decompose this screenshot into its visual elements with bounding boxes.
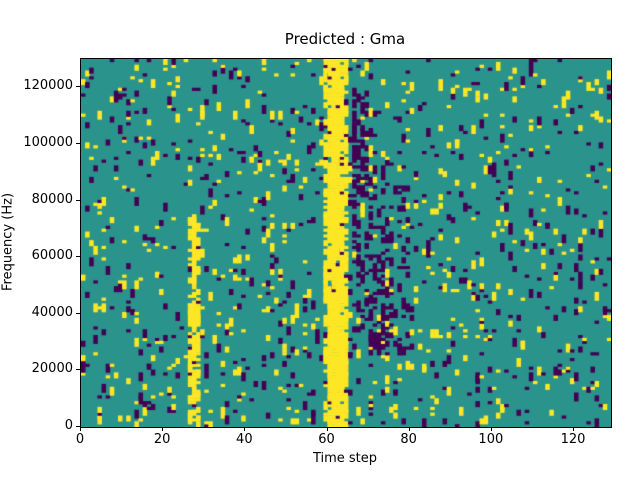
y-tick-label: 100000 <box>23 134 73 150</box>
y-tick-label: 80000 <box>31 191 73 207</box>
y-tick-label: 20000 <box>31 361 73 377</box>
plot-area <box>80 58 612 428</box>
x-tick-mark <box>490 427 492 431</box>
x-tick-label: 80 <box>400 432 417 447</box>
y-tick-mark <box>76 369 80 371</box>
y-axis-label: Frequency (Hz) <box>0 192 16 292</box>
y-tick-label: 40000 <box>31 304 73 320</box>
y-tick-mark <box>76 256 80 258</box>
y-tick-mark <box>76 199 80 201</box>
x-tick-mark <box>573 427 575 431</box>
y-tick-mark <box>76 426 80 427</box>
y-tick-label: 60000 <box>31 248 73 264</box>
y-tick-label: 0 <box>64 418 73 433</box>
y-tick-label: 120000 <box>23 78 73 94</box>
x-tick-label: 120 <box>560 432 586 447</box>
x-axis-label: Time step <box>312 451 378 466</box>
x-tick-label: 100 <box>478 432 504 447</box>
x-tick-mark <box>326 427 328 431</box>
y-tick-mark <box>76 142 80 144</box>
x-tick-label: 60 <box>318 432 335 447</box>
x-tick-mark <box>408 427 410 431</box>
y-tick-mark <box>76 86 80 88</box>
y-tick-mark <box>76 312 80 314</box>
heatmap-canvas <box>81 59 611 427</box>
x-tick-mark <box>162 427 164 431</box>
chart-title: Predicted : Gma <box>284 30 406 48</box>
x-tick-label: 0 <box>75 432 85 447</box>
x-tick-label: 40 <box>236 432 253 447</box>
x-tick-mark <box>244 427 246 431</box>
x-tick-mark <box>80 427 81 431</box>
x-tick-label: 20 <box>153 432 171 447</box>
